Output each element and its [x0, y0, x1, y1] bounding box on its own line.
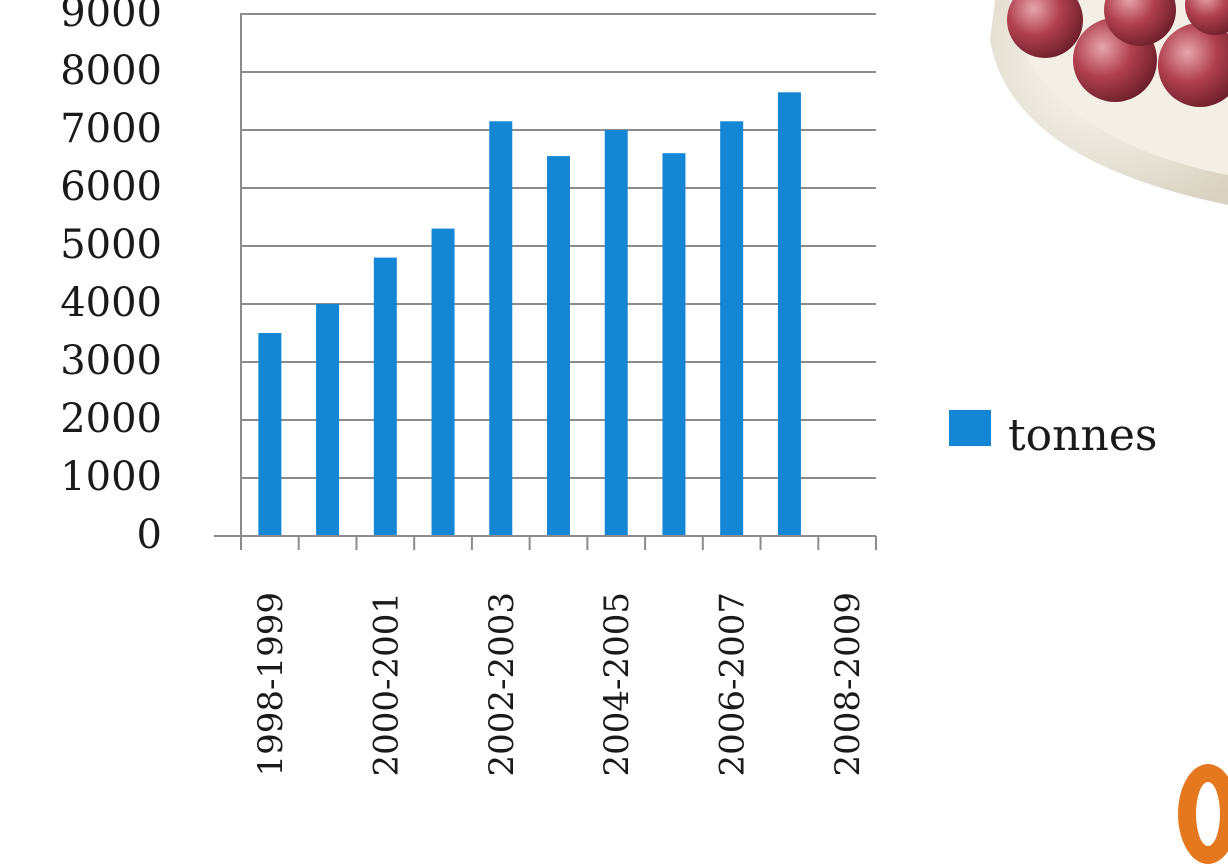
bar: [720, 121, 744, 537]
legend-swatch: [949, 410, 991, 446]
y-tick-label: 8000: [60, 48, 162, 94]
legend-label: tonnes: [1008, 410, 1157, 461]
bar: [604, 130, 628, 536]
bar: [547, 156, 570, 536]
y-tick-label: 4000: [60, 280, 162, 326]
x-tick-label: 1998-1999: [251, 592, 291, 777]
y-tick-label: 7000: [60, 106, 162, 152]
y-axis-tick-labels: 0 1000 2000 3000 4000 5000 6000 7000 8000 9000: [60, 0, 162, 558]
x-axis-tick-labels: 1998-1999 2000-2001 2002-2003 2004-2005 2006…: [251, 592, 868, 777]
x-tick-label: 2002-2003: [482, 592, 522, 777]
legend: tonnes: [949, 410, 1157, 461]
y-tick-label: 2000: [60, 396, 162, 442]
x-tick-label: 2006-2007: [713, 592, 753, 777]
bar: [258, 333, 282, 536]
axes: [214, 14, 877, 550]
bar: [489, 121, 513, 537]
x-tick-label: 2008-2009: [828, 592, 868, 777]
y-tick-label: 3000: [60, 338, 162, 384]
grapes-bowl-image: [990, 0, 1228, 205]
y-tick-label: 1000: [60, 454, 162, 500]
y-tick-label: 0: [137, 512, 162, 558]
bar: [777, 92, 801, 537]
bar: [662, 153, 686, 536]
bars: [258, 92, 801, 537]
y-tick-label: 9000: [60, 0, 162, 36]
x-tick-label: 2000-2001: [366, 592, 406, 777]
y-tick-label: 6000: [60, 164, 162, 210]
bar: [316, 304, 340, 536]
bar: [431, 228, 455, 536]
x-tick-label: 2004-2005: [597, 592, 637, 777]
bar: [373, 257, 397, 536]
y-tick-label: 5000: [60, 222, 162, 268]
